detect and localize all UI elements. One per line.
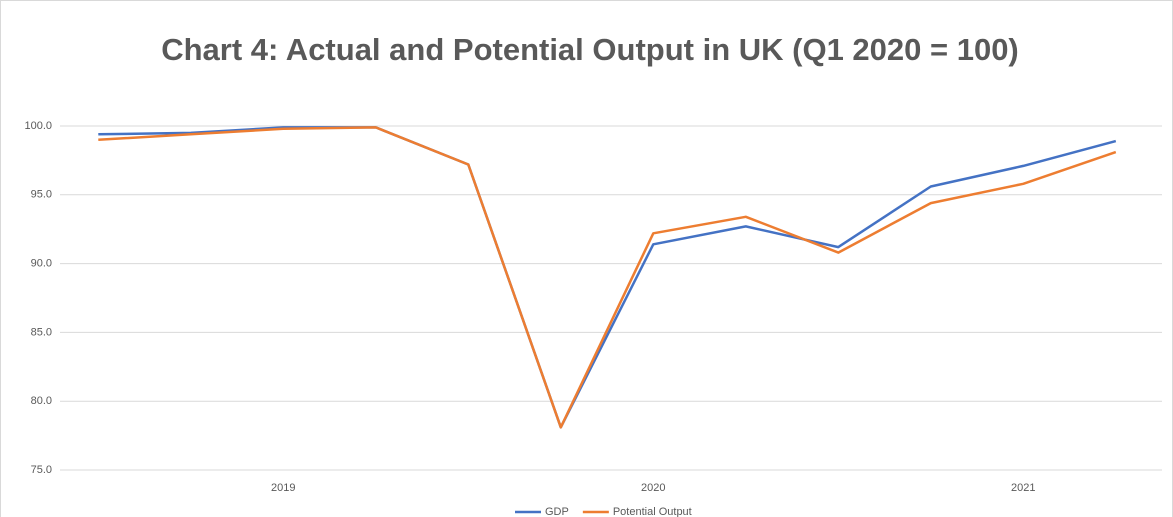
chart-title: Chart 4: Actual and Potential Output in … — [161, 32, 1019, 67]
x-tick-label: 2020 — [641, 482, 665, 494]
legend-label: GDP — [545, 506, 569, 517]
x-tick-label: 2021 — [1011, 482, 1035, 494]
x-tick-label: 2019 — [271, 482, 295, 494]
y-tick-label: 85.0 — [31, 326, 52, 338]
y-tick-label: 80.0 — [31, 395, 52, 407]
y-tick-label: 90.0 — [31, 258, 52, 270]
series-line — [98, 126, 1117, 429]
y-tick-label: 95.0 — [31, 189, 52, 201]
y-tick-label: 75.0 — [31, 464, 52, 476]
y-tick-label: 100.0 — [24, 120, 52, 132]
legend-label: Potential Output — [613, 506, 692, 517]
series-line — [98, 126, 1117, 429]
